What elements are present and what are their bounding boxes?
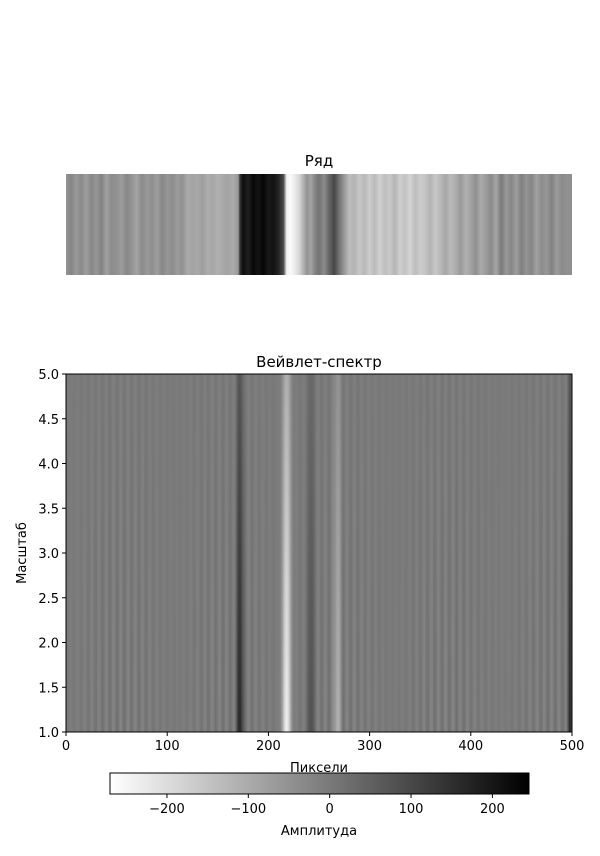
y-tick-label: 1.5 xyxy=(38,681,59,696)
x-tick-label: 0 xyxy=(62,739,70,754)
y-axis-ticks: 1.0 1.5 2.0 2.5 3.0 3.5 4.0 4.5 5.0 xyxy=(38,368,66,741)
colorbar-tick-label: 100 xyxy=(399,802,424,817)
y-tick-label: 3.5 xyxy=(38,502,59,517)
y-axis-label: Масштаб xyxy=(15,522,30,584)
x-tick-label: 400 xyxy=(458,739,483,754)
x-tick-label: 100 xyxy=(155,739,180,754)
x-axis-ticks: 0 100 200 300 400 500 xyxy=(62,732,585,754)
colorbar-tick-label: −200 xyxy=(149,802,185,817)
y-tick-label: 1.0 xyxy=(38,726,59,741)
colorbar-tick-label: 200 xyxy=(480,802,505,817)
series-strip xyxy=(66,174,572,275)
y-tick-label: 4.5 xyxy=(38,413,59,428)
spectrum-plot-area xyxy=(65,373,573,733)
x-tick-label: 500 xyxy=(560,739,585,754)
y-tick-label: 4.0 xyxy=(38,458,59,473)
colorbar-label: Амплитуда xyxy=(281,824,357,839)
colorbar-tick-label: 0 xyxy=(326,802,334,817)
colorbar-ticks: −200 −100 0 100 200 xyxy=(149,794,505,817)
y-tick-label: 2.5 xyxy=(38,592,59,607)
colorbar-tick-label: −100 xyxy=(230,802,266,817)
x-tick-label: 200 xyxy=(256,739,281,754)
colorbar xyxy=(109,772,530,795)
y-tick-label: 2.0 xyxy=(38,637,59,652)
y-tick-label: 3.0 xyxy=(38,547,59,562)
x-axis-label: Пиксели xyxy=(290,761,348,776)
y-tick-label: 5.0 xyxy=(38,368,59,383)
x-tick-label: 300 xyxy=(357,739,382,754)
series-title: Ряд xyxy=(305,152,333,170)
spectrum-title: Вейвлет-спектр xyxy=(256,353,382,371)
spectrum-fade-overlay xyxy=(66,374,572,732)
